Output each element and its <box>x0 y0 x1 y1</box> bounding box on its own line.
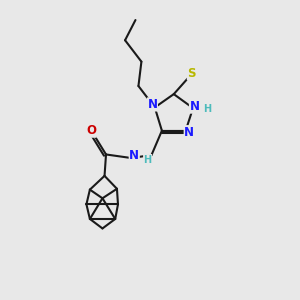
Text: N: N <box>147 98 158 111</box>
Text: O: O <box>86 124 96 137</box>
Text: N: N <box>190 100 200 113</box>
Text: H: H <box>144 154 152 164</box>
Text: H: H <box>203 104 211 114</box>
Text: S: S <box>188 67 196 80</box>
Text: N: N <box>184 126 194 139</box>
Text: N: N <box>129 149 139 162</box>
